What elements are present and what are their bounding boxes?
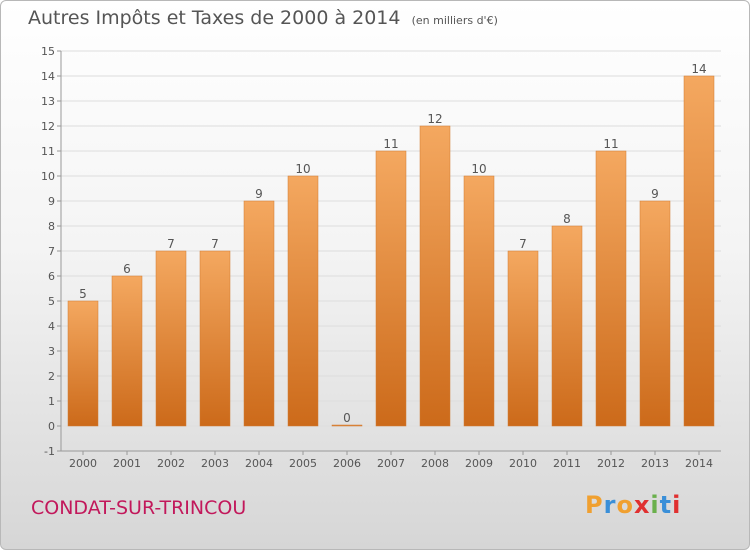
y-tick-label: 15: [41, 45, 55, 58]
y-tick-label: 3: [48, 345, 55, 358]
proxiti-logo[interactable]: Proxiti: [585, 491, 681, 519]
x-tick-label: 2011: [553, 457, 581, 470]
y-tick-label: 9: [48, 195, 55, 208]
bar-value-label: 0: [343, 411, 351, 425]
bar-value-label: 7: [211, 237, 219, 251]
bar-value-label: 6: [123, 262, 131, 276]
y-tick-label: 10: [41, 170, 55, 183]
y-tick-label: 14: [41, 70, 55, 83]
bar: [112, 276, 142, 426]
bar: [200, 251, 230, 426]
brand-letter: i: [650, 491, 659, 519]
y-tick-label: 5: [48, 295, 55, 308]
x-tick-label: 2005: [289, 457, 317, 470]
bar: [640, 201, 670, 426]
bar: [156, 251, 186, 426]
commune-name: CONDAT-SUR-TRINCOU: [31, 497, 246, 519]
brand-letter: i: [672, 491, 681, 519]
x-tick-label: 2006: [333, 457, 361, 470]
brand-letter: P: [585, 491, 604, 519]
y-tick-label: 11: [41, 145, 55, 158]
bar-value-label: 7: [519, 237, 527, 251]
x-tick-label: 2001: [113, 457, 141, 470]
bar: [288, 176, 318, 426]
bar: [596, 151, 626, 426]
bar-value-label: 5: [79, 287, 87, 301]
y-tick-label: 0: [48, 420, 55, 433]
y-tick-label: 13: [41, 95, 55, 108]
bar-value-label: 9: [255, 187, 263, 201]
y-tick-label: 7: [48, 245, 55, 258]
bar-value-label: 7: [167, 237, 175, 251]
bar: [684, 76, 714, 426]
bar: [332, 425, 362, 426]
y-tick-label: 6: [48, 270, 55, 283]
x-tick-label: 2007: [377, 457, 405, 470]
x-tick-label: 2009: [465, 457, 493, 470]
y-tick-label: 2: [48, 370, 55, 383]
y-tick-label: -1: [44, 445, 55, 458]
y-tick-label: 12: [41, 120, 55, 133]
bar: [508, 251, 538, 426]
bar-value-label: 9: [651, 187, 659, 201]
bar-value-label: 12: [427, 112, 442, 126]
brand-letter: x: [634, 491, 650, 519]
x-tick-label: 2013: [641, 457, 669, 470]
chart-frame: Autres Impôts et Taxes de 2000 à 2014 (e…: [0, 0, 750, 550]
brand-letter: t: [660, 491, 672, 519]
bar-value-label: 14: [691, 62, 706, 76]
x-tick-label: 2012: [597, 457, 625, 470]
x-tick-label: 2014: [685, 457, 713, 470]
bar-value-label: 11: [603, 137, 618, 151]
bar-value-label: 10: [295, 162, 310, 176]
x-tick-label: 2002: [157, 457, 185, 470]
x-tick-label: 2010: [509, 457, 537, 470]
bar: [552, 226, 582, 426]
y-tick-label: 1: [48, 395, 55, 408]
y-tick-label: 8: [48, 220, 55, 233]
bar: [464, 176, 494, 426]
x-tick-label: 2008: [421, 457, 449, 470]
x-tick-label: 2000: [69, 457, 97, 470]
bar: [68, 301, 98, 426]
bar: [376, 151, 406, 426]
bar-chart: 567 791001112107811914 -10123456789101112…: [1, 1, 750, 550]
brand-letter: o: [616, 491, 634, 519]
brand-letter: r: [604, 491, 617, 519]
bar-value-label: 8: [563, 212, 571, 226]
x-tick-label: 2004: [245, 457, 273, 470]
bar-value-label: 11: [383, 137, 398, 151]
y-tick-label: 4: [48, 320, 55, 333]
bar-value-label: 10: [471, 162, 486, 176]
x-tick-label: 2003: [201, 457, 229, 470]
bar: [420, 126, 450, 426]
bars: 5 6 7 7 9 10 0 11 12 10 7 8 11 9 14: [68, 62, 714, 426]
bar: [244, 201, 274, 426]
